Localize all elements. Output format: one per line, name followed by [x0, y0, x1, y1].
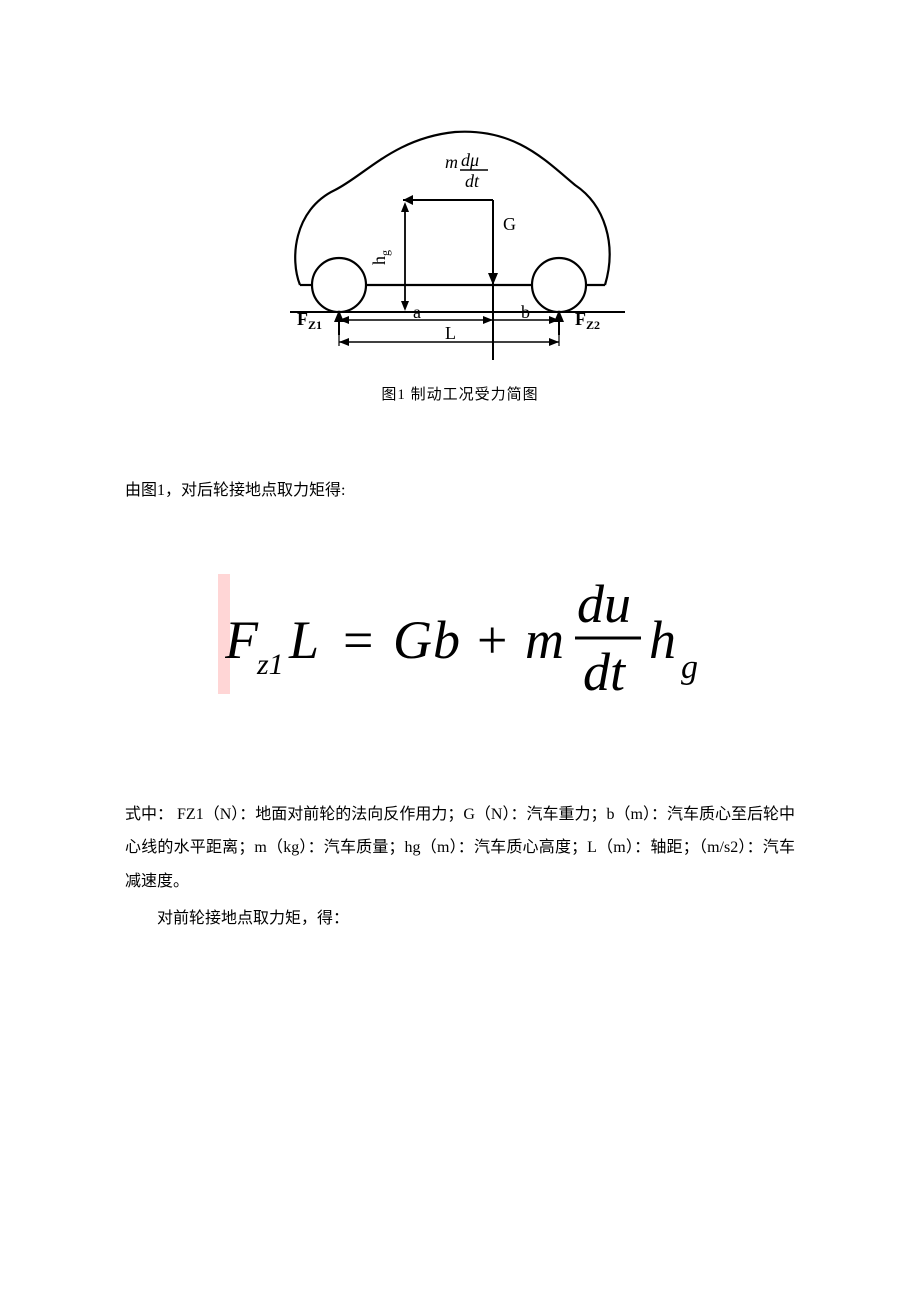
equation-block: F z1 L = G b + m du dt h	[0, 548, 920, 738]
eq-G: G	[393, 610, 432, 670]
eq-m: m	[525, 610, 564, 670]
label-G: G	[503, 214, 516, 234]
equation-svg: F z1 L = G b + m du dt h	[225, 558, 745, 728]
paragraph-1: 由图1，对后轮接地点取力矩得:	[0, 474, 920, 508]
label-m: m	[445, 152, 458, 172]
figure-caption: 图1 制动工况受力简图	[0, 383, 920, 404]
car-force-svg: m dμ dt G hg FZ1 FZ2	[245, 90, 675, 360]
label-dt: dt	[465, 171, 480, 191]
braking-diagram: m dμ dt G hg FZ1 FZ2	[245, 90, 675, 365]
eq-L: L	[288, 610, 319, 670]
eq-g: g	[681, 649, 698, 686]
label-L: L	[445, 323, 456, 343]
eq-F: F	[225, 610, 259, 670]
eq-equals: =	[343, 610, 373, 670]
label-dmu: dμ	[461, 150, 479, 170]
eq-h: h	[649, 610, 676, 670]
eq-z1: z1	[256, 648, 284, 681]
eq-dt: dt	[583, 642, 627, 702]
label-b: b	[521, 302, 530, 322]
label-a: a	[413, 302, 421, 322]
paragraph-3: 对前轮接地点取力矩，得：	[0, 902, 920, 936]
eq-plus: +	[477, 610, 507, 670]
paragraph-2: 式中： FZ1（N）：地面对前轮的法向反作用力；G（N）：汽车重力；b（m）：汽…	[0, 798, 920, 899]
label-hg: hg	[369, 250, 392, 265]
page: m dμ dt G hg FZ1 FZ2	[0, 0, 920, 1302]
eq-b: b	[433, 610, 460, 670]
eq-du: du	[577, 574, 631, 634]
